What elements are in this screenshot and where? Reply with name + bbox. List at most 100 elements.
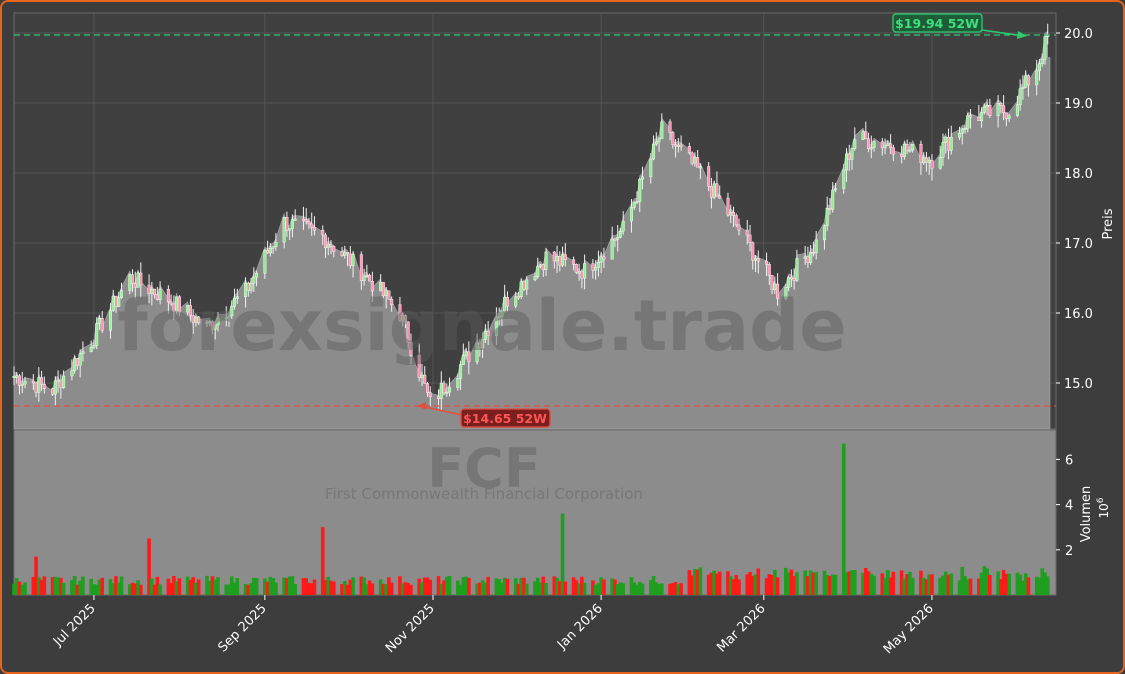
volume-bar	[535, 577, 540, 595]
volume-bar	[811, 572, 816, 595]
x-tick-label: May 2026	[881, 601, 937, 657]
volume-bar	[389, 582, 394, 595]
candle-body	[787, 277, 791, 288]
volume-bar	[731, 579, 736, 595]
volume-bar	[861, 572, 865, 595]
candle-body	[765, 260, 769, 265]
volume-bar	[331, 581, 336, 595]
candle-body	[351, 254, 355, 266]
candle-body	[461, 355, 465, 365]
volume-bar	[467, 578, 471, 595]
price-tick-label: 17.0	[1064, 237, 1093, 252]
price-tick-label: 15.0	[1064, 377, 1093, 392]
candle-body	[831, 189, 835, 210]
candle-body	[641, 176, 645, 180]
volume-bar	[323, 579, 328, 595]
candle-body	[814, 239, 818, 253]
volume-y-axis: 2 4 6	[1056, 453, 1073, 559]
candle-body	[616, 237, 620, 240]
volume-bar	[403, 582, 408, 595]
volume-bar	[345, 584, 350, 595]
volume-bar	[941, 575, 945, 595]
volume-bar	[351, 577, 355, 595]
candle-body	[252, 276, 256, 284]
volume-bar	[977, 578, 981, 595]
candle-body	[235, 296, 239, 299]
volume-bar	[81, 576, 85, 595]
volume-bar	[552, 576, 557, 595]
candle-body	[825, 208, 829, 226]
volume-bar	[342, 581, 347, 595]
candle-body	[249, 283, 253, 291]
volume-bar	[979, 572, 984, 595]
candle-body	[698, 166, 702, 169]
candle-body	[977, 116, 981, 121]
volume-bar	[94, 584, 99, 595]
volume-bar	[108, 579, 113, 595]
candle-body	[423, 374, 427, 384]
candle-body	[668, 121, 672, 133]
candle-body	[92, 345, 96, 348]
volume-bar	[59, 577, 63, 595]
volume-bar	[130, 582, 135, 595]
volume-bar	[1018, 574, 1022, 595]
volume-bar	[42, 576, 47, 595]
candle-body	[81, 351, 85, 355]
candle-body	[687, 146, 691, 154]
volume-bar	[789, 569, 794, 595]
volume-bar	[709, 572, 714, 595]
candle-body	[958, 133, 962, 138]
candle-body	[365, 275, 369, 278]
volume-bar	[92, 584, 96, 595]
volume-bar	[775, 577, 780, 595]
volume-panel	[13, 429, 1057, 596]
candle-body	[715, 183, 719, 197]
candle-body	[610, 238, 614, 260]
candle-body	[861, 131, 865, 140]
volume-bar	[263, 578, 267, 595]
candle-body	[982, 106, 986, 113]
volume-bar	[502, 577, 507, 595]
candle-body	[784, 287, 788, 299]
candle-body	[580, 271, 584, 279]
candle-body	[583, 263, 587, 279]
volume-bar	[268, 576, 273, 595]
candle-body	[806, 256, 810, 263]
volume-bar	[544, 583, 548, 595]
candle-body	[216, 317, 220, 326]
candle-body	[323, 234, 327, 249]
candle-body	[437, 396, 441, 399]
candle-body	[268, 247, 272, 254]
volume-bar	[965, 579, 970, 595]
volume-bar	[886, 570, 890, 595]
volume-bar	[938, 577, 943, 595]
candle-body	[387, 290, 391, 300]
volume-bar	[773, 569, 777, 595]
volume-bar	[461, 577, 466, 595]
candle-body	[56, 379, 60, 382]
candle-body	[635, 201, 639, 204]
candle-body	[767, 264, 771, 276]
candle-body	[594, 267, 598, 271]
candle-body	[1040, 59, 1044, 65]
candle-body	[42, 384, 46, 389]
candle-body	[233, 298, 237, 307]
candle-body	[166, 288, 170, 303]
volume-bar	[56, 577, 60, 595]
candle-body	[390, 299, 394, 305]
volume-bar	[921, 577, 926, 595]
volume-bar	[155, 576, 160, 595]
candle-body	[307, 221, 311, 225]
candle-body	[864, 131, 868, 139]
volume-bar	[378, 579, 383, 595]
candle-body	[842, 169, 846, 189]
watermark-site: forexsignale.trade	[117, 285, 846, 367]
candle-body	[293, 218, 297, 221]
x-tick-label: Jul 2025	[50, 601, 99, 650]
candle-body	[905, 144, 909, 152]
volume-bar	[899, 570, 904, 595]
volume-bar	[400, 583, 405, 595]
candle-body	[889, 143, 893, 149]
candle-body	[108, 310, 112, 331]
candle-body	[95, 323, 99, 346]
